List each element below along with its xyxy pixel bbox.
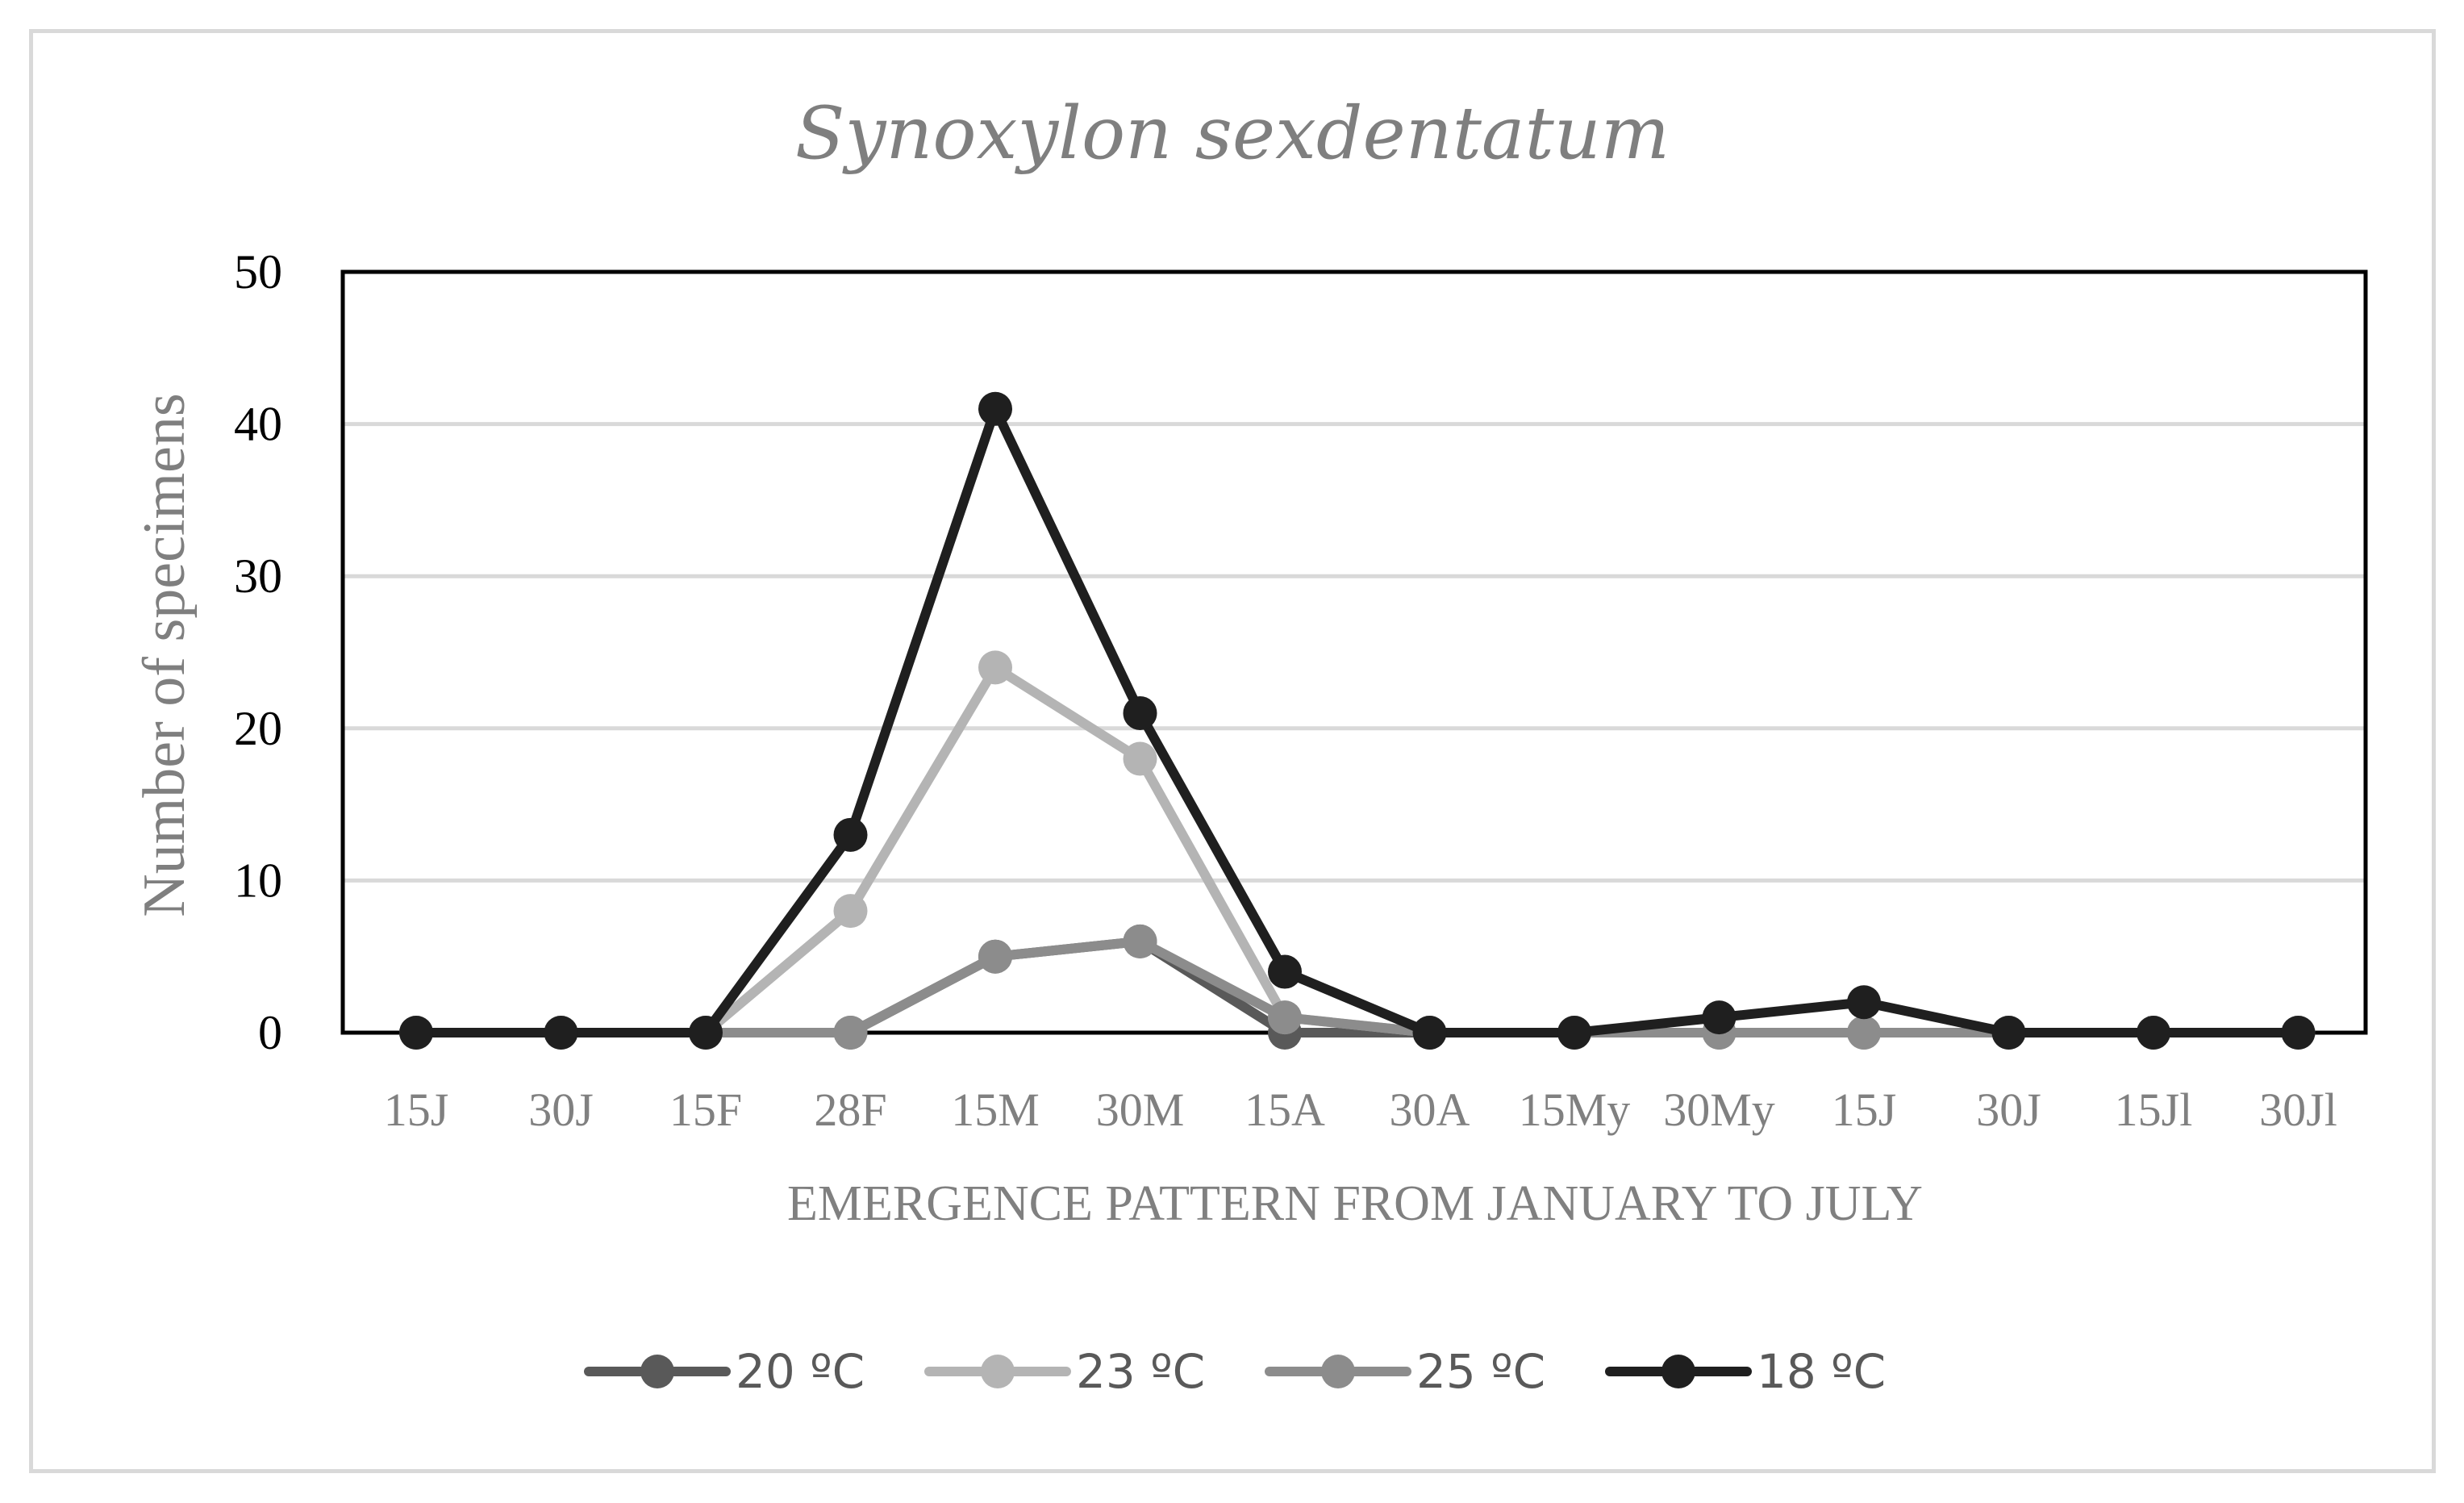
x-axis-label: EMERGENCE PATTERN FROM JANUARY TO JULY: [787, 1176, 1923, 1231]
data-point: [544, 1016, 578, 1050]
legend-marker: [1321, 1355, 1355, 1388]
x-tick-label: 28F: [814, 1083, 886, 1136]
legend-marker: [981, 1355, 1015, 1388]
data-point: [1702, 1000, 1736, 1035]
legend-item: 20 ºC: [584, 1344, 865, 1399]
series-line: [411, 403, 2303, 1037]
x-tick-label: 15J: [384, 1083, 449, 1136]
x-tick-label: 15My: [1519, 1083, 1631, 1136]
series-line: [411, 662, 2303, 1037]
data-point: [1991, 1016, 2026, 1050]
data-point: [978, 939, 1012, 974]
data-point: [1123, 924, 1157, 958]
legend-item: 25 ºC: [1265, 1344, 1545, 1399]
x-tick-label: 30Jl: [2259, 1083, 2337, 1136]
x-tick-label: 15Jl: [2115, 1083, 2193, 1136]
legend-marker: [640, 1355, 674, 1388]
chart-frame: [29, 29, 2436, 1473]
data-point: [689, 1016, 723, 1050]
legend-label: 20 ºC: [736, 1344, 865, 1399]
y-axis-ticks: 0 10 20 30 40 50: [234, 245, 282, 1059]
y-tick-label: 50: [234, 245, 282, 299]
data-point: [1268, 1000, 1302, 1035]
gridlines: [343, 422, 2366, 883]
legend-label: 23 ºC: [1076, 1344, 1205, 1399]
x-tick-label: 15F: [669, 1083, 742, 1136]
data-point: [833, 894, 868, 929]
legend-item: 18 ºC: [1605, 1344, 1886, 1399]
data-point: [833, 1016, 868, 1050]
data-point: [833, 817, 868, 852]
series-line: [411, 936, 2303, 1037]
legend-marker: [1661, 1355, 1695, 1388]
x-tick-label: 15A: [1245, 1083, 1325, 1136]
x-tick-label: 15M: [951, 1083, 1040, 1136]
chart-title: Synoxylon sexdentatum: [795, 91, 1670, 176]
data-point: [2281, 1016, 2316, 1050]
legend: 20 ºC 23 ºC 25 ºC 18 ºC: [584, 1344, 1886, 1399]
y-axis-label: Number of specimens: [131, 393, 198, 916]
data-point: [978, 391, 1012, 426]
data-point: [978, 650, 1012, 685]
y-tick-label: 30: [234, 549, 282, 603]
x-tick-label: 30My: [1663, 1083, 1775, 1136]
data-point: [2137, 1016, 2170, 1050]
plot-area-border: [340, 269, 2368, 1035]
y-tick-label: 10: [234, 854, 282, 907]
y-tick-label: 0: [258, 1006, 282, 1059]
series-3: [399, 391, 2316, 1050]
data-point: [1412, 1016, 1447, 1050]
series-lines: [399, 391, 2316, 1050]
data-point: [1123, 695, 1157, 730]
x-tick-label: 15J: [1832, 1083, 1897, 1136]
data-point: [1557, 1016, 1591, 1050]
data-point: [1268, 954, 1302, 989]
x-axis-ticks: 15J 30J 15F 28F 15M 30M 15A 30A 15My 30My 15J 30J 15…: [384, 1083, 2337, 1136]
legend-item: 23 ºC: [924, 1344, 1205, 1399]
data-point: [1847, 985, 1881, 1020]
data-point: [1847, 1016, 1881, 1050]
y-tick-label: 40: [234, 398, 282, 451]
legend-label: 18 ºC: [1757, 1344, 1886, 1399]
x-tick-label: 30M: [1096, 1083, 1185, 1136]
series-1: [399, 650, 2316, 1050]
x-tick-label: 30J: [1976, 1083, 2041, 1136]
x-tick-label: 30J: [528, 1083, 594, 1136]
data-point: [399, 1016, 433, 1050]
data-point: [1123, 741, 1157, 776]
y-tick-label: 20: [234, 702, 282, 755]
legend-label: 25 ºC: [1416, 1344, 1545, 1399]
x-tick-label: 30A: [1390, 1083, 1470, 1136]
